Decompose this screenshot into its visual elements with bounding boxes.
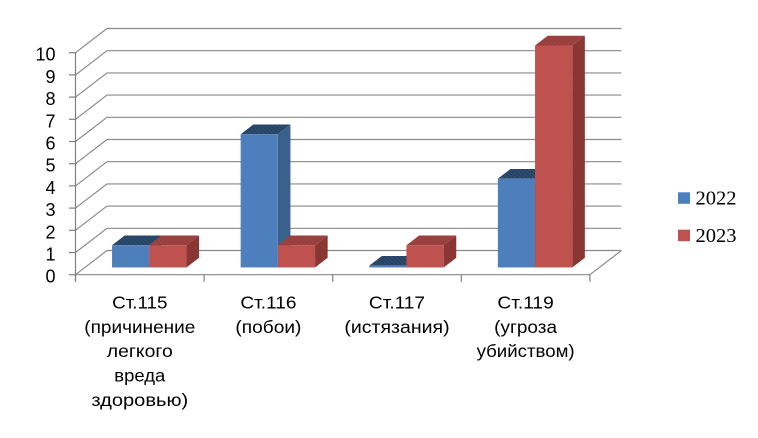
svg-text:вреда: вреда bbox=[114, 366, 165, 386]
svg-text:легкого: легкого bbox=[107, 341, 173, 361]
svg-text:Ст.115: Ст.115 bbox=[112, 292, 167, 312]
svg-text:2023: 2023 bbox=[696, 225, 737, 247]
svg-text:Ст.117: Ст.117 bbox=[369, 292, 425, 312]
svg-text:убийством): убийством) bbox=[477, 341, 575, 361]
svg-text:10: 10 bbox=[35, 45, 55, 65]
svg-text:5: 5 bbox=[45, 156, 55, 176]
svg-text:8: 8 bbox=[45, 89, 55, 109]
svg-text:(побои): (побои) bbox=[235, 317, 301, 337]
svg-text:(угроза: (угроза bbox=[494, 317, 557, 337]
svg-text:Ст.116: Ст.116 bbox=[240, 292, 296, 312]
svg-text:7: 7 bbox=[45, 111, 55, 131]
svg-text:6: 6 bbox=[45, 134, 55, 154]
svg-text:0: 0 bbox=[45, 267, 55, 287]
svg-text:1: 1 bbox=[45, 245, 55, 265]
svg-text:2: 2 bbox=[45, 222, 55, 242]
svg-text:2022: 2022 bbox=[696, 188, 737, 210]
svg-text:Ст.119: Ст.119 bbox=[497, 292, 553, 312]
svg-text:3: 3 bbox=[45, 200, 55, 220]
svg-text:9: 9 bbox=[45, 67, 55, 87]
svg-text:(причинение: (причинение bbox=[84, 317, 195, 337]
svg-text:4: 4 bbox=[45, 178, 55, 198]
svg-text:(истязания): (истязания) bbox=[344, 317, 449, 337]
svg-text:здоровью): здоровью) bbox=[91, 390, 188, 410]
